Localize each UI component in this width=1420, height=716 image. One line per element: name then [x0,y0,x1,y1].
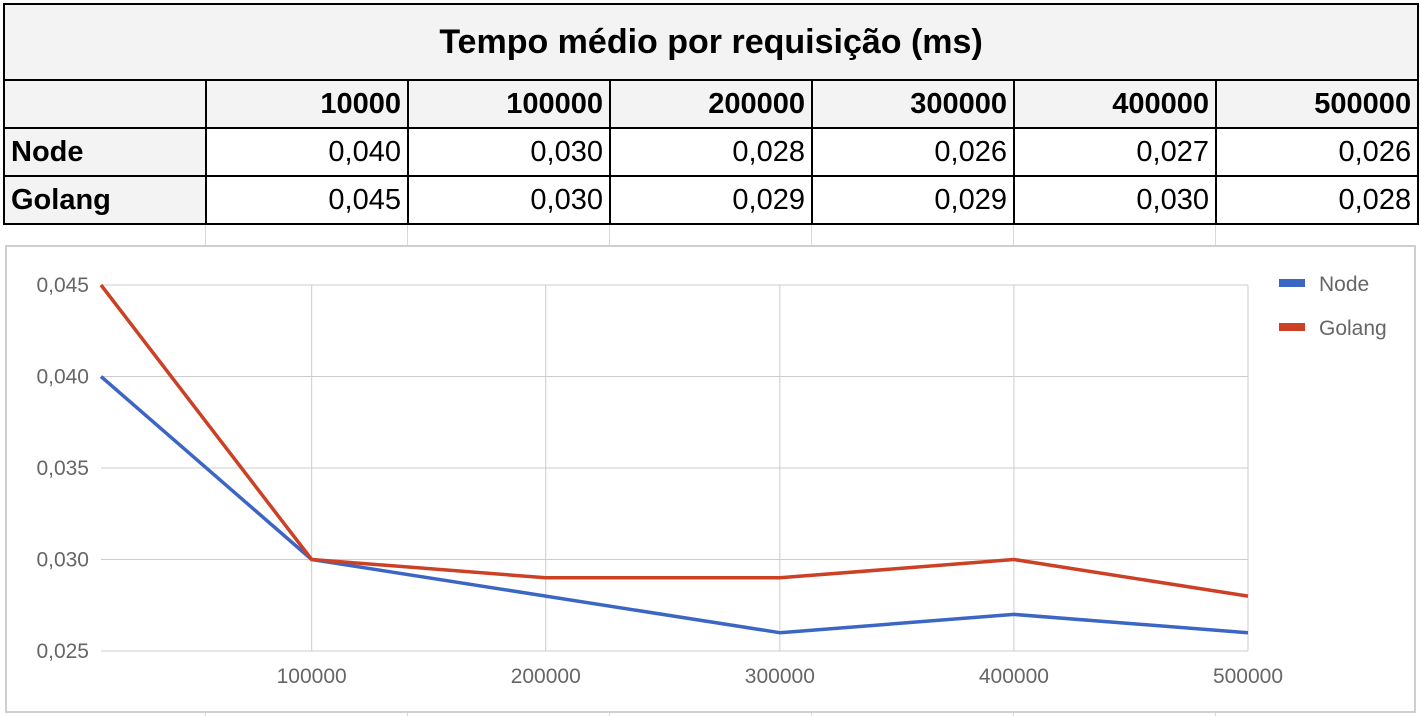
series-line-golang [99,283,1249,598]
table-row: Golang 0,045 0,030 0,029 0,029 0,030 0,0… [3,175,1420,225]
chart-svg: 0,045 0,040 0,035 0,030 0,025 100000 200000 300… [36,273,1387,688]
header-cell: 200000 [609,79,813,129]
table-cell: 0,030 [1013,175,1217,225]
table-cell: 0,045 [205,175,409,225]
table-row: Node 0,040 0,030 0,028 0,026 0,027 0,026 [3,127,1420,177]
table-cell: 0,027 [1013,127,1217,177]
line-chart: 0,045 0,040 0,035 0,030 0,025 100000 200000 300… [5,245,1416,713]
table-cell: 0,029 [811,175,1015,225]
table-cell: 0,028 [1214,175,1420,225]
legend-swatch [1279,323,1305,331]
table-cell: 0,026 [811,127,1015,177]
header-cell: 500000 [1214,79,1420,129]
header-cell: 400000 [1013,79,1217,129]
header-cell: 10000 [205,79,409,129]
table-cell: 0,030 [407,127,611,177]
table-cell: 0,029 [609,175,813,225]
header-empty-cell [3,79,207,129]
data-table: Tempo médio por requisição (ms) 10000 10… [2,3,1420,225]
y-tick-label: 0,030 [36,549,89,572]
y-tick-label: 0,025 [36,640,89,663]
series-line-node [99,375,1249,635]
x-tick-label: 100000 [277,665,347,688]
header-cell: 300000 [811,79,1015,129]
legend-label: Golang [1319,317,1387,340]
x-tick-label: 500000 [1213,665,1283,688]
legend-swatch [1279,279,1305,287]
row-label: Node [3,127,207,177]
table-cell: 0,026 [1214,127,1420,177]
y-tick-label: 0,040 [36,366,89,389]
legend-label: Node [1319,273,1369,296]
y-tick-label: 0,035 [36,457,89,480]
table-cell: 0,030 [407,175,611,225]
header-cell: 100000 [407,79,611,129]
row-label: Golang [3,175,207,225]
y-tick-label: 0,045 [36,274,89,297]
table-cell: 0,040 [205,127,409,177]
x-tick-label: 200000 [511,665,581,688]
x-tick-label: 300000 [745,665,815,688]
table-cell: 0,028 [609,127,813,177]
x-tick-label: 400000 [979,665,1049,688]
table-title: Tempo médio por requisição (ms) [2,3,1420,81]
table-header-row: 10000 100000 200000 300000 400000 500000 [3,79,1420,129]
